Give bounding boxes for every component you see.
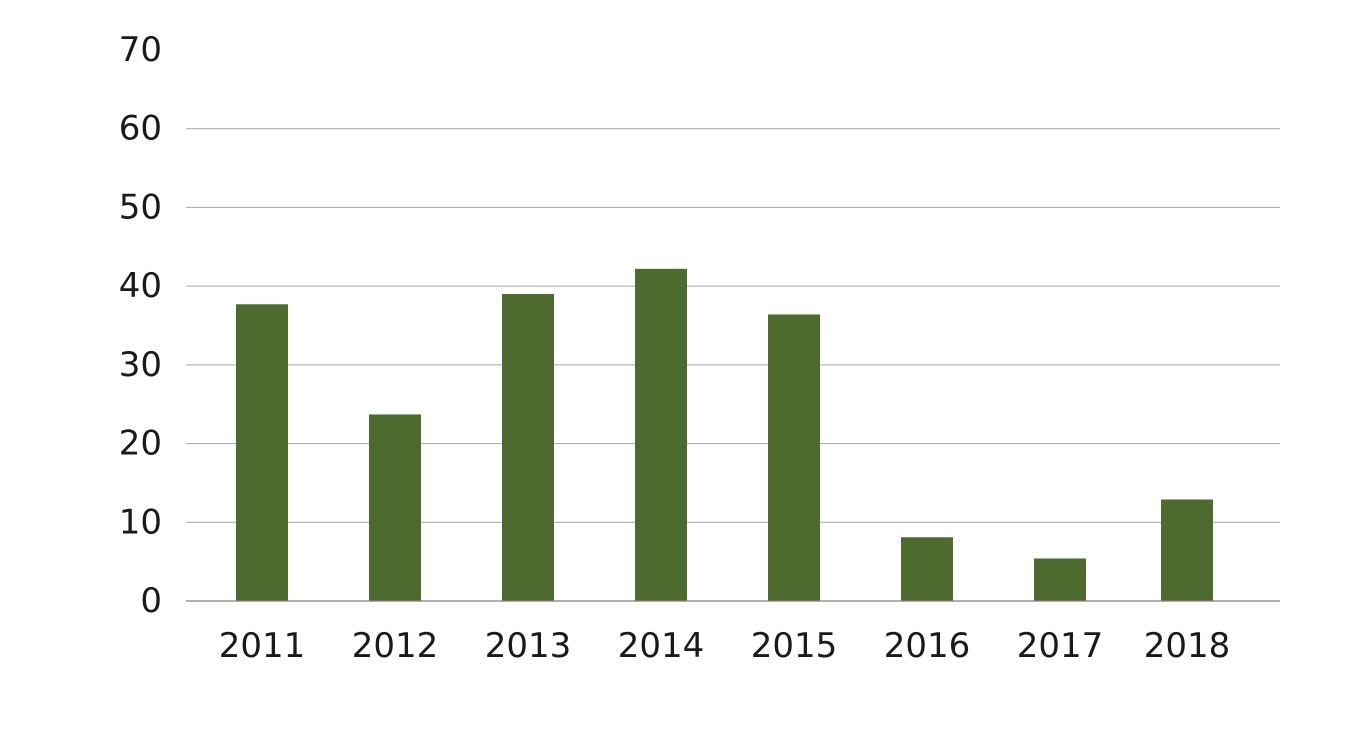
bar-2017 xyxy=(1034,558,1086,601)
y-tick-label-70: 70 xyxy=(119,30,162,70)
bars xyxy=(236,268,1213,601)
bar-2018 xyxy=(1161,499,1213,601)
y-tick-label-40: 40 xyxy=(119,266,162,306)
y-tick-label-30: 30 xyxy=(119,345,162,385)
x-tick-label-2014: 2014 xyxy=(618,626,705,666)
x-tick-labels: 2011 2012 2013 2014 2015 2016 2017 2018 xyxy=(219,626,1231,666)
y-tick-label-60: 60 xyxy=(119,109,162,149)
bar-2016 xyxy=(901,537,953,601)
bar-2015 xyxy=(768,314,820,601)
bar-2011 xyxy=(236,304,288,601)
gridlines xyxy=(186,128,1280,523)
x-tick-label-2012: 2012 xyxy=(352,626,439,666)
x-tick-label-2015: 2015 xyxy=(751,626,838,666)
x-tick-label-2018: 2018 xyxy=(1144,626,1231,666)
y-tick-labels: 0 10 20 30 40 50 60 70 xyxy=(119,30,162,621)
x-tick-label-2017: 2017 xyxy=(1017,626,1104,666)
x-tick-label-2013: 2013 xyxy=(485,626,572,666)
y-tick-label-0: 0 xyxy=(140,581,162,621)
y-tick-label-50: 50 xyxy=(119,187,162,227)
y-tick-label-20: 20 xyxy=(119,424,162,464)
x-tick-label-2016: 2016 xyxy=(884,626,971,666)
y-tick-label-10: 10 xyxy=(119,502,162,542)
bar-2013 xyxy=(502,294,554,601)
bar-2012 xyxy=(369,414,421,601)
bar-2014 xyxy=(635,268,687,601)
x-tick-label-2011: 2011 xyxy=(219,626,306,666)
